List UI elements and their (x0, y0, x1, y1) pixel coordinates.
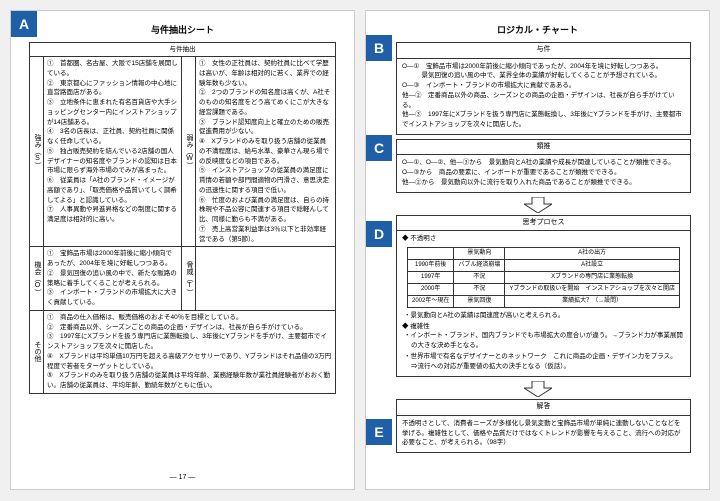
mt-h: 景気動向 (454, 247, 505, 259)
d-bullet: ・世界市場で有名なデザイナーとのネットワーク これに商品の企画・デザイン力をプラ… (404, 352, 685, 372)
arrow-down-icon (384, 381, 691, 399)
left-table: 与件抽出 強み（S） ① 首都圏、名古屋、大阪で15店舗を展開している。 ② 東… (29, 42, 336, 394)
w-item: ③ ブランド認知度向上と確立のための販売促進費用が少ない。 (199, 118, 332, 138)
cell-other: ① 商品の仕入価格は、販売価格のおよそ40％を目標としている。 ② 定番商品以外… (44, 310, 336, 393)
mt-c: A社設立 (505, 259, 680, 271)
w-item: ① 女性の正社員は、契約社員に比べて学歴は高いが、年齢は相対的に若く、業界での経… (199, 59, 332, 88)
col-w: 弱み（W） (182, 57, 196, 247)
w-item: ④ Xブランドのみを取り扱う店舗の従業員の不満程度は、給与水準、豪華さん現ら場で… (199, 137, 332, 166)
o-item: ① 宝飾品市場は2000年前後に縮小傾向であったが、2004年を境に好転しつつあ… (47, 249, 178, 269)
mt-c: 不況 (454, 271, 505, 283)
c-title: 類推 (397, 140, 690, 156)
right-page: ロジカル・チャート B 与件 O―① 宝飾品市場は2000年前後に縮小傾向であっ… (365, 10, 710, 490)
e-text: 不透明さとして、消費者ニーズが多様化し景気変動と宝飾品市場が単純に連動しないこと… (402, 419, 685, 448)
s-item: ③ 立地条件に恵まれた有名百貨店や大手ショッピングセンター内にインストアショップ… (47, 98, 178, 127)
b-line: O―③ インボート・ブランドの市場拡大に貢献であある。 (402, 81, 685, 91)
arrow-down-icon (384, 197, 691, 215)
b-line: 他―③ 1997年にXブランドを扱う専門店に業態転換し、3年後にYブランドを手が… (402, 110, 685, 130)
other-item: ① 商品の仕入価格は、販売価格のおよそ40％を目標としている。 (47, 313, 332, 323)
left-page: A 与件抽出シート 与件抽出 強み（S） ① 首都圏、名古屋、大阪で15店舗を展… (10, 10, 355, 490)
mt-h: A社の出方 (505, 247, 680, 259)
s-item: ⑤ 独占販売契約を結んでいる2店舗の国人デザイナーの知名度やブランドの認知は日本… (47, 147, 178, 176)
o-item: ② 景気回復の追い風の中で、新たな販路の策略に着手してくることが考えられる。 (47, 269, 178, 289)
s-item: ① 首都圏、名古屋、大阪で15店舗を展開している。 (47, 59, 178, 79)
label-b: B (366, 35, 392, 61)
page-number: — 17 — (11, 474, 354, 481)
b-line: 景気回復の追い風の中で、業界全体の業績が好転してくることが予想されている。 (402, 71, 685, 81)
c-line: 他―②から 景気動向以外に流行を取り入れた商品であることが類推でできる。 (402, 178, 685, 188)
d-bullets: ・インボート・ブランド、国内ブランドでも市場拡大の度合いが違う。→ブランド力が事… (402, 331, 685, 371)
section-d: 思考プロセス ◆ 不透明さ 景気動向 A社の出方 1990年前後 バブル経済崩壊… (396, 215, 691, 378)
w-item: ⑦ 売上高営業利益率は3％以下と非効率経営である（第5節）。 (199, 225, 332, 245)
d-bullet: ・景気動向とA社の業績は関連度が高いと考えられる。 (404, 311, 685, 321)
col-s: 強み（S） (30, 57, 44, 247)
cell-t (196, 247, 336, 311)
e-title: 解答 (397, 400, 690, 416)
other-item: ③ 1997年にXブランドを扱う専門店に業態転換し、3年後にYブランドを手がけ、… (47, 332, 332, 352)
w-item: ⑥ 忙度のおよび業員の満足度は、自らの持株現や不品公容に関連する項目で総軽んして… (199, 196, 332, 225)
d-title: 思考プロセス (397, 216, 690, 232)
mt-c: 2002年～現在 (407, 295, 453, 307)
c-line: O―①、O―②、他―③から 景気動向とA社の業績や成長が関連していることが類推で… (402, 158, 685, 168)
w-item: ⑤ インストアショップの従業員の満足度に賃情の若額や部門間適物の円滑さ、意思決定… (199, 166, 332, 195)
mini-table: 景気動向 A社の出方 1990年前後 バブル経済崩壊 A社設立 1997年 不況… (407, 247, 680, 308)
s-item: ② 東京都心にファッション情報の中心地に直営路面店がある。 (47, 79, 178, 99)
other-item: ④ Xブランドは平均単価10万円を超える高級アクセサリーであり、Yブランドはそれ… (47, 352, 332, 372)
d-bullet: ・インボート・ブランド、国内ブランドでも市場拡大の度合いが違う。→ブランド力が事… (404, 331, 685, 351)
cell-w: ① 女性の正社員は、契約社員に比べて学歴は高いが、年齢は相対的に若く、業界での経… (196, 57, 336, 247)
cell-o: ① 宝飾品市場は2000年前後に縮小傾向であったが、2004年を境に好転しつつあ… (44, 247, 182, 311)
right-title: ロジカル・チャート (384, 23, 691, 36)
s-item: ⑥ 従業員は「A社のブランド・イメージが高額であり」、「取売価格や品質いてしく調… (47, 176, 178, 205)
b-line: 他―② 定番商品以外の商品、シーズンとの商品の企画・デザインは、社長が自ら手がけ… (402, 91, 685, 111)
other-item: ⑤ Xブランドのみを取り扱う店舗の従業員は平均年齢、業務経験年数が業社員経験者が… (47, 371, 332, 391)
col-o: 機会（O） (30, 247, 44, 311)
s-item: ⑦ 人事異動や昇進昇格などの制度に関する満足度は相対的に高い。 (47, 205, 178, 225)
s-item: ④ 3名の店長は、正社員、契約社員に関係なく任命している。 (47, 127, 178, 147)
label-e: E (366, 419, 392, 445)
o-item: ③ インボート・ブランドの市場拡大に大きく貢献している。 (47, 288, 178, 308)
mt-h (407, 247, 453, 259)
section-b: 与件 O―① 宝飾品市場は2000年前後に縮小傾向であったが、2004年を境に好… (396, 42, 691, 135)
section-c: 類推 O―①、O―②、他―③から 景気動向とA社の業績や成長が関連していることが… (396, 139, 691, 193)
section-e: 解答 不透明さとして、消費者ニーズが多様化し景気変動と宝飾品市場が単純に連動しな… (396, 399, 691, 453)
mt-c: 2000年 (407, 283, 453, 295)
mt-c: 1997年 (407, 271, 453, 283)
mt-c: Yブランドの取扱いを開始 インストアショップを次々と開店 (505, 283, 680, 295)
b-line: O―① 宝飾品市場は2000年前後に縮小傾向であったが、2004年を境に好転しつ… (402, 62, 685, 72)
col-t: 脅威（T） (182, 247, 196, 311)
d-bullets: ・景気動向とA社の業績は関連度が高いと考えられる。 (402, 311, 685, 321)
mt-c: バブル経済崩壊 (454, 259, 505, 271)
col-other: その他 (30, 310, 44, 393)
label-c: C (366, 135, 392, 161)
mt-c: 1990年前後 (407, 259, 453, 271)
label-d: D (366, 221, 392, 247)
label-a: A (11, 11, 37, 37)
d-subhead: ◆ 不透明さ (402, 234, 685, 244)
w-item: ② 2つのブランドの知名度は高くが、A社そのものの知名度をどう高てめくにこが大き… (199, 88, 332, 117)
left-header: 与件抽出 (30, 43, 336, 57)
mt-c: Xブランドの専門店に業態転換 (505, 271, 680, 283)
left-title: 与件抽出シート (29, 23, 336, 36)
mt-c: 不況 (454, 283, 505, 295)
other-item: ② 定番商品以外、シーズンごとの商品の企画・デザインは、社長が自ら手がけている。 (47, 323, 332, 333)
b-title: 与件 (397, 43, 690, 59)
cell-s: ① 首都圏、名古屋、大阪で15店舗を展開している。 ② 東京都心にファッション情… (44, 57, 182, 247)
mt-c: 景気回復 (454, 295, 505, 307)
c-line: O―③から 商品の要素に、インボートが重要であることが類推でできる。 (402, 168, 685, 178)
d-subhead: ◆ 複雑性 (402, 322, 685, 332)
mt-c: 業績拡大？（→設問） (505, 295, 680, 307)
